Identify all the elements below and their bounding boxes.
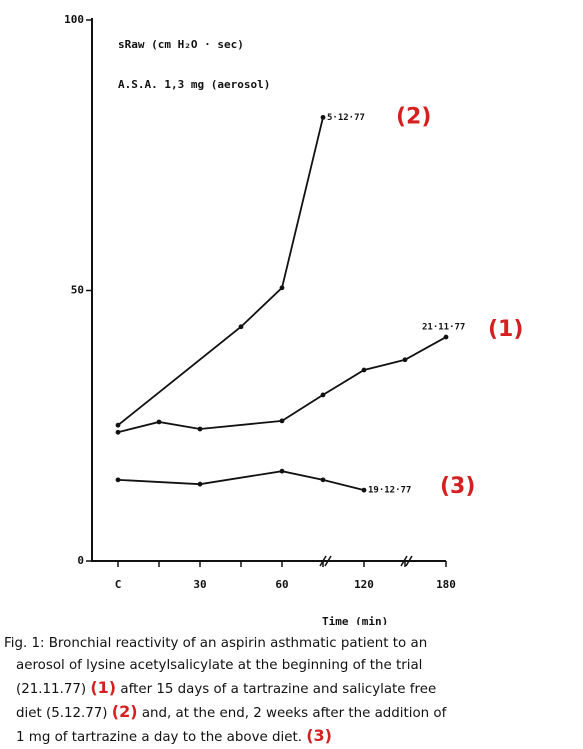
y-tick-label: 50 bbox=[71, 284, 84, 297]
series-label: 21·11·77 bbox=[422, 323, 465, 333]
data-point bbox=[402, 357, 408, 363]
y-tick-label: 0 bbox=[77, 554, 84, 567]
data-point bbox=[443, 334, 449, 340]
caption-tag: (3) bbox=[306, 726, 332, 745]
chart: sRaw (cm H₂O · sec) A.S.A. 1,3 mg (aeros… bbox=[64, 13, 523, 625]
caption-tag: (2) bbox=[111, 702, 138, 721]
series-tag: (3) bbox=[440, 474, 475, 499]
caption-line: 1 mg of tartrazine a day to the above di… bbox=[4, 725, 579, 749]
caption: Fig. 1: Bronchial reactivity of an aspir… bbox=[4, 633, 579, 749]
x-tick-label: 180 bbox=[436, 578, 456, 591]
annotation: A.S.A. 1,3 mg (aerosol) bbox=[118, 78, 270, 91]
y-tick-label: 100 bbox=[64, 13, 84, 26]
data-point bbox=[156, 419, 162, 425]
caption-line: Fig. 1: Bronchial reactivity of an aspir… bbox=[4, 633, 579, 655]
series-line bbox=[117, 470, 365, 492]
data-point bbox=[279, 418, 285, 424]
data-point bbox=[115, 429, 121, 435]
caption-text: Fig. 1: Bronchial reactivity of an aspir… bbox=[4, 636, 428, 651]
data-point bbox=[279, 285, 285, 291]
caption-line: (21.11.77) (1) after 15 days of a tartra… bbox=[4, 677, 579, 701]
data-point bbox=[238, 324, 244, 330]
series-tag: (1) bbox=[488, 317, 523, 342]
caption-text: aerosol of lysine acetylsalicylate at th… bbox=[16, 658, 423, 673]
caption-line: aerosol of lysine acetylsalicylate at th… bbox=[4, 655, 579, 677]
data-point bbox=[361, 367, 367, 373]
series-line bbox=[117, 336, 447, 434]
caption-text: diet (5.12.77) bbox=[16, 706, 108, 721]
caption-tag: (1) bbox=[90, 678, 117, 697]
series-label: 5·12·77 bbox=[327, 113, 365, 123]
annotation: sRaw (cm H₂O · sec) bbox=[118, 38, 244, 51]
data-point bbox=[197, 426, 203, 432]
series-line bbox=[117, 117, 324, 426]
x-tick-label: 120 bbox=[354, 578, 374, 591]
caption-line: diet (5.12.77) (2) and, at the end, 2 we… bbox=[4, 701, 579, 725]
caption-text: and, at the end, 2 weeks after the addit… bbox=[141, 706, 447, 721]
data-point bbox=[279, 468, 285, 474]
data-point bbox=[115, 422, 121, 428]
caption-text: 1 mg of tartrazine a day to the above di… bbox=[16, 730, 302, 745]
x-tick-label: 30 bbox=[193, 578, 206, 591]
data-point bbox=[320, 477, 326, 483]
caption-text: (21.11.77) bbox=[16, 682, 87, 697]
data-point bbox=[361, 487, 367, 493]
x-tick-label: C bbox=[115, 578, 122, 591]
series-label: 19·12·77 bbox=[368, 486, 411, 496]
data-point bbox=[320, 114, 326, 120]
data-point bbox=[197, 481, 203, 487]
series-tag: (2) bbox=[396, 104, 431, 129]
data-point bbox=[115, 477, 121, 483]
x-axis-label: Time (min) bbox=[322, 615, 388, 625]
caption-text: after 15 days of a tartrazine and salicy… bbox=[120, 682, 437, 697]
x-tick-label: 60 bbox=[275, 578, 288, 591]
data-point bbox=[320, 392, 326, 398]
